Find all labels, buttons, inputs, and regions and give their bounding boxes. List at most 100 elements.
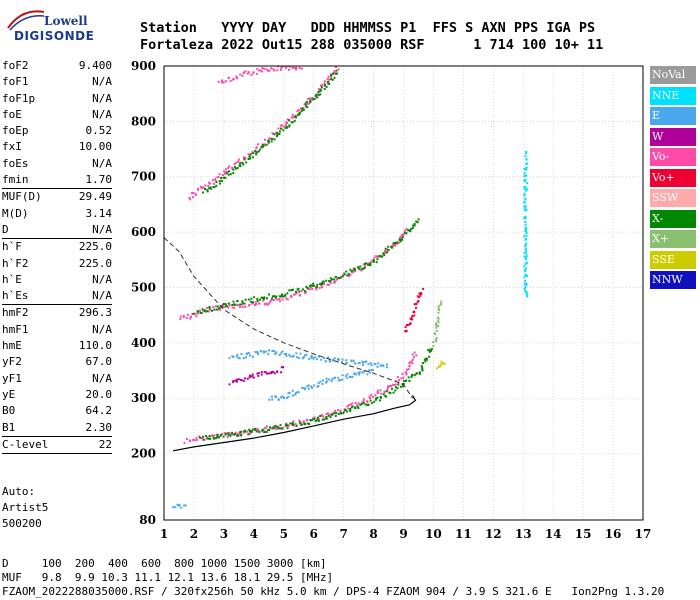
trace-point: [523, 180, 526, 183]
trace-point: [262, 430, 265, 433]
trace-point: [525, 255, 528, 258]
trace-point: [219, 182, 221, 185]
trace-point: [413, 224, 416, 227]
trace-point: [411, 362, 414, 365]
trace-point: [285, 124, 287, 127]
trace-point: [256, 427, 259, 430]
trace-point: [194, 192, 197, 195]
trace-point: [440, 302, 443, 305]
trace-point: [255, 430, 258, 433]
trace-point: [255, 146, 258, 149]
trace-point: [304, 101, 307, 104]
param-row: yE 20.0: [2, 387, 112, 403]
trace-point: [292, 116, 295, 118]
trace-point: [398, 379, 401, 382]
trace-point: [273, 295, 275, 298]
trace-point: [235, 378, 238, 381]
trace-point: [525, 162, 528, 165]
trace-point: [356, 404, 359, 407]
trace-point: [293, 393, 296, 396]
trace-point: [281, 295, 284, 298]
trace-point: [523, 194, 526, 197]
param-separator: [2, 435, 112, 437]
trace-point: [268, 398, 271, 401]
trace-point: [278, 354, 281, 356]
trace-point: [260, 373, 263, 376]
trace-point: [525, 189, 528, 192]
trace-point: [262, 428, 265, 431]
trace-point: [322, 280, 325, 283]
trace-e: [228, 349, 388, 369]
trace-point: [268, 302, 271, 305]
trace-point: [200, 312, 203, 314]
trace-point: [299, 352, 302, 355]
trace-point: [326, 380, 329, 383]
trace-point: [308, 288, 311, 291]
trace-point: [335, 66, 337, 68]
trace-point: [394, 386, 397, 389]
trace-point: [258, 69, 261, 72]
trace-point: [204, 188, 207, 190]
trace-point: [291, 355, 294, 358]
trace-point: [274, 428, 277, 431]
trace-point: [276, 298, 279, 301]
trace-point: [382, 393, 385, 396]
trace-point: [206, 190, 209, 193]
param-value: 2.30: [85, 420, 113, 434]
trace-point: [353, 269, 356, 272]
trace-point: [525, 274, 528, 277]
trace-point: [339, 412, 342, 415]
trace-point: [331, 378, 334, 381]
y-tick-label: 900: [131, 59, 156, 73]
trace-point: [346, 373, 349, 376]
trace-point: [312, 357, 315, 360]
trace-point: [326, 78, 329, 81]
legend-entry: E: [650, 107, 696, 125]
trace-point: [332, 72, 335, 75]
trace-point: [411, 314, 414, 317]
trace-point: [254, 427, 257, 430]
trace-point: [246, 430, 249, 433]
trace-point: [229, 173, 232, 176]
trace-point: [288, 65, 291, 68]
trace-point: [354, 407, 357, 410]
param-name: foF2: [2, 59, 29, 72]
trace-point: [402, 376, 405, 379]
trace-point: [407, 376, 410, 379]
trace-point: [311, 386, 314, 389]
trace-point: [393, 384, 396, 386]
trace-point: [268, 293, 270, 296]
trace-point: [368, 395, 371, 398]
trace-point: [294, 114, 297, 117]
trace-point: [189, 316, 192, 319]
trace-point: [207, 185, 210, 187]
trace-e: [268, 369, 374, 401]
trace-point: [308, 97, 311, 100]
trace-point: [301, 386, 304, 389]
trace-point: [332, 412, 335, 415]
trace-point: [525, 284, 528, 286]
trace-point: [253, 296, 256, 299]
trace-point: [367, 363, 370, 366]
trace-point: [386, 248, 389, 251]
trace-point: [385, 390, 388, 393]
trace-point: [328, 279, 331, 282]
trace-point: [376, 396, 379, 399]
trace-point: [321, 418, 324, 421]
trace-point: [354, 401, 357, 404]
x-tick-label: 9: [399, 527, 407, 541]
trace-point: [233, 306, 236, 309]
param-row: MUF(D) 29.49: [2, 189, 112, 205]
x-tick-label: 8: [369, 527, 377, 541]
trace-point: [209, 308, 212, 311]
trace-point: [317, 91, 320, 93]
trace-point: [272, 426, 275, 429]
trace-point: [524, 245, 527, 247]
trace-point: [524, 155, 527, 158]
param-row: fxI 10.00: [2, 139, 112, 155]
param-row: B0 64.2: [2, 403, 112, 419]
trace-point: [335, 411, 338, 414]
trace-point: [248, 428, 251, 431]
trace-point: [240, 433, 243, 436]
trace-point: [299, 110, 302, 113]
